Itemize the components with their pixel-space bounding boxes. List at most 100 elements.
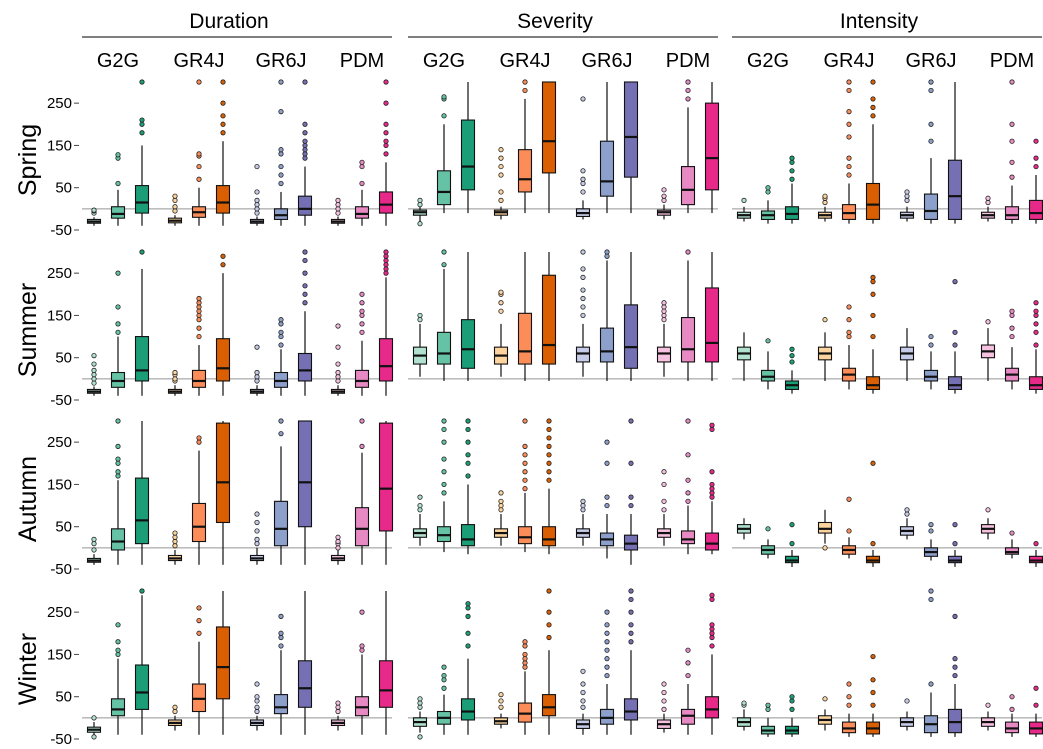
outlier-point xyxy=(846,109,852,115)
outlier-point xyxy=(91,372,97,378)
outlier-point xyxy=(789,521,795,528)
outlier-point xyxy=(661,689,667,696)
outlier-point xyxy=(580,295,586,302)
outlier-point xyxy=(709,622,715,628)
box-body xyxy=(704,696,720,719)
outlier-point xyxy=(985,702,991,708)
outlier-point xyxy=(498,147,504,153)
outlier-point xyxy=(359,180,365,187)
outlier-point xyxy=(417,696,423,702)
outlier-point xyxy=(441,262,447,268)
outlier-point xyxy=(196,176,202,182)
box-body xyxy=(378,422,394,532)
outlier-point xyxy=(580,498,586,504)
outlier-point xyxy=(952,664,958,670)
outlier-point xyxy=(546,477,552,483)
outlier-point xyxy=(220,100,226,106)
model-header-g2g: G2G xyxy=(747,50,789,72)
box-body xyxy=(1028,376,1043,390)
outlier-point xyxy=(498,490,504,496)
outlier-point xyxy=(580,266,586,272)
outlier-point xyxy=(115,622,121,628)
outlier-point xyxy=(928,521,934,528)
outlier-point xyxy=(196,163,202,170)
outlier-point xyxy=(359,643,365,649)
outlier-point xyxy=(498,507,504,513)
box-body xyxy=(541,81,557,174)
outlier-point xyxy=(522,452,528,458)
box-body xyxy=(517,312,533,365)
outlier-point xyxy=(685,249,691,255)
outlier-point xyxy=(335,545,341,551)
box-body xyxy=(623,81,639,178)
outlier-point xyxy=(1033,163,1039,170)
outlier-point xyxy=(335,708,341,715)
outlier-point xyxy=(928,528,934,534)
outlier-point xyxy=(985,199,991,206)
box-body xyxy=(215,422,231,524)
outlier-point xyxy=(522,460,528,466)
box-body xyxy=(947,159,963,220)
outlier-point xyxy=(441,439,447,445)
group-header-severity: Severity xyxy=(517,10,593,33)
outlier-point xyxy=(846,172,852,178)
outlier-point xyxy=(172,708,178,715)
outlier-point xyxy=(789,159,795,165)
outlier-point xyxy=(441,664,447,670)
outlier-point xyxy=(254,511,260,517)
outlier-point xyxy=(661,507,667,513)
outlier-point xyxy=(335,704,341,710)
outlier-point xyxy=(661,706,667,713)
outlier-point xyxy=(1009,121,1015,127)
outlier-point xyxy=(846,702,852,708)
outlier-point xyxy=(822,317,828,323)
outlier-point xyxy=(383,270,389,276)
outlier-point xyxy=(1009,312,1015,319)
box-body xyxy=(378,660,394,708)
outlier-point xyxy=(383,266,389,272)
outlier-point xyxy=(741,197,747,203)
outlier-point xyxy=(278,172,284,178)
outlier-point xyxy=(870,113,876,119)
outlier-point xyxy=(661,187,667,193)
outlier-point xyxy=(254,708,260,715)
outlier-point xyxy=(465,473,471,479)
outlier-point xyxy=(465,643,471,649)
outlier-point xyxy=(302,283,308,289)
outlier-point xyxy=(522,639,528,645)
box-body xyxy=(110,206,126,219)
box-body xyxy=(378,338,394,382)
outlier-point xyxy=(115,456,121,462)
box-body xyxy=(436,170,452,206)
box-body xyxy=(704,287,720,363)
outlier-point xyxy=(546,460,552,466)
outlier-point xyxy=(522,486,528,492)
outlier-point xyxy=(278,630,284,636)
outlier-point xyxy=(846,694,852,700)
outlier-point xyxy=(546,622,552,628)
outlier-point xyxy=(1033,685,1039,691)
outlier-point xyxy=(302,142,308,149)
outlier-point xyxy=(172,543,178,549)
box-body xyxy=(215,338,231,382)
box-body xyxy=(134,477,150,545)
outlier-point xyxy=(604,249,610,255)
outlier-point xyxy=(115,304,121,310)
outlier-point xyxy=(115,321,121,327)
box-body xyxy=(134,664,150,710)
outlier-point xyxy=(196,439,202,445)
outlier-point xyxy=(465,605,471,611)
box-body xyxy=(541,694,557,717)
outlier-point xyxy=(139,121,145,127)
y-tick-label: 150 xyxy=(47,307,72,324)
outlier-point xyxy=(546,435,552,441)
outlier-point xyxy=(628,596,634,603)
outlier-point xyxy=(196,435,202,441)
outlier-point xyxy=(1009,174,1015,180)
outlier-point xyxy=(172,704,178,710)
outlier-point xyxy=(604,639,610,645)
outlier-point xyxy=(115,329,121,335)
outlier-point xyxy=(580,502,586,509)
box-body xyxy=(460,119,476,191)
outlier-point xyxy=(383,262,389,268)
